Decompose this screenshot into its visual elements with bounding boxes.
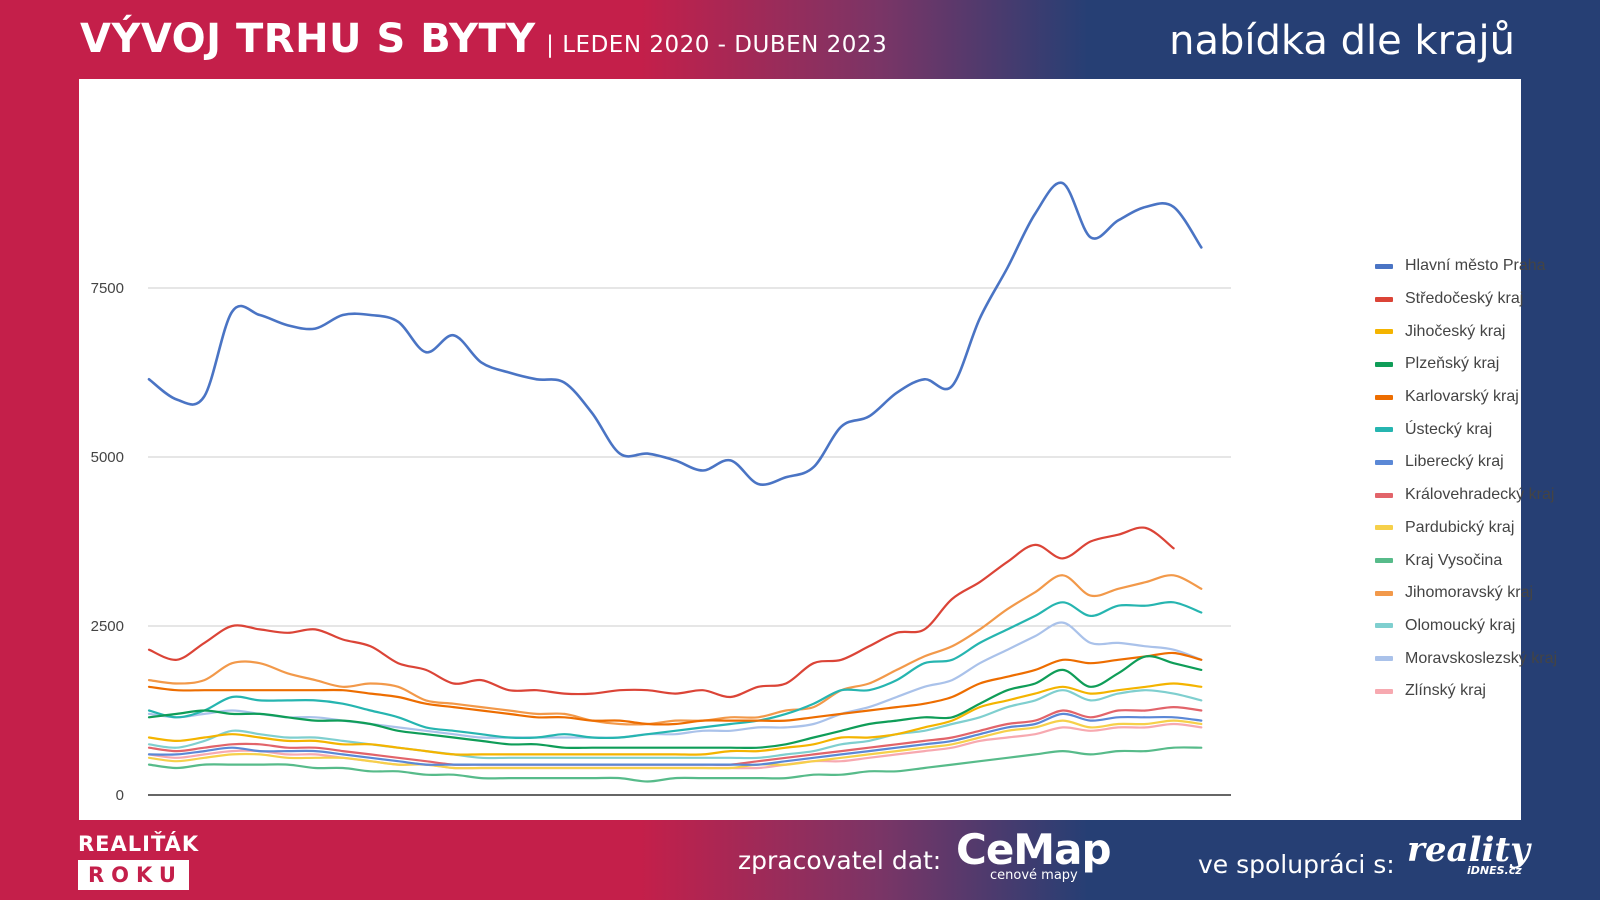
legend-item: Jihočeský kraj — [1375, 315, 1557, 348]
title-main: VÝVOJ TRHU S BYTY — [80, 16, 536, 62]
brand-box: ROKU — [78, 860, 189, 890]
legend-item: Jihomoravský kraj — [1375, 577, 1557, 610]
y-tick-label: 2500 — [91, 618, 124, 635]
legend-item: Moravskoslezský kraj — [1375, 642, 1557, 675]
legend-label: Zlínský kraj — [1405, 682, 1486, 700]
legend-label: Moravskoslezský kraj — [1405, 649, 1558, 667]
legend-item: Pardubický kraj — [1375, 512, 1557, 545]
realitak-roku-logo: REALIŤÁK ROKU — [78, 832, 199, 890]
legend-swatch — [1375, 361, 1393, 367]
series-line-2 — [147, 682, 1203, 756]
legend-label: Olomoucký kraj — [1405, 616, 1516, 634]
legend-swatch — [1375, 394, 1393, 400]
legend-label: Pardubický kraj — [1405, 518, 1515, 536]
legend-label: Plzeňský kraj — [1405, 355, 1500, 373]
y-tick-label: 5000 — [91, 449, 124, 466]
series-line-10 — [147, 574, 1203, 726]
cemap-name: CeMap — [956, 825, 1112, 874]
legend-label: Jihočeský kraj — [1405, 322, 1506, 340]
series-line-1 — [147, 526, 1175, 699]
cemap-logo: CeMap cenové mapy — [956, 825, 1112, 884]
series-line-6 — [147, 712, 1203, 766]
series-line-11 — [147, 689, 1203, 760]
series-line-0 — [147, 181, 1203, 486]
legend-item: Hlavní město Praha — [1375, 250, 1557, 283]
legend-label: Kraj Vysočina — [1405, 551, 1503, 569]
legend-label: Jihomoravský kraj — [1405, 584, 1534, 602]
legend-item: Středočeský kraj — [1375, 283, 1557, 316]
series-line-5 — [147, 601, 1203, 740]
brand-top: REALIŤÁK — [78, 832, 200, 856]
legend-swatch — [1375, 329, 1393, 335]
legend-label: Liberecký kraj — [1405, 453, 1504, 471]
y-tick-label: 7500 — [91, 280, 124, 297]
legend-item: Královehradecký kraj — [1375, 479, 1557, 512]
legend-swatch — [1375, 590, 1393, 596]
legend-swatch — [1375, 688, 1393, 694]
legend-swatch — [1375, 656, 1393, 662]
legend-item: Ústecký kraj — [1375, 413, 1557, 446]
series-line-12 — [147, 621, 1203, 739]
legend-swatch — [1375, 525, 1393, 531]
series-line-3 — [147, 655, 1203, 750]
legend-item: Zlínský kraj — [1375, 675, 1557, 708]
legend-swatch — [1375, 459, 1393, 465]
legend-item: Olomoucký kraj — [1375, 610, 1557, 643]
y-tick-label: 0 — [116, 787, 124, 804]
legend-item: Plzeňský kraj — [1375, 348, 1557, 381]
legend-label: Ústecký kraj — [1405, 420, 1493, 438]
legend-label: Karlovarský kraj — [1405, 388, 1519, 406]
legend-label: Královehradecký kraj — [1405, 486, 1555, 504]
legend-swatch — [1375, 623, 1393, 629]
legend-swatch — [1375, 296, 1393, 302]
legend-item: Liberecký kraj — [1375, 446, 1557, 479]
reality-name: reality — [1407, 830, 1530, 870]
title-period: | LEDEN 2020 - DUBEN 2023 — [546, 32, 888, 58]
reality-idnes-logo: reality iDNES.cz — [1407, 832, 1530, 877]
legend-label: Hlavní město Praha — [1405, 257, 1546, 275]
series-line-4 — [147, 651, 1203, 726]
credit-label: zpracovatel dat: — [738, 846, 942, 875]
cooperation-label: ve spolupráci s: — [1198, 850, 1395, 879]
chart-legend: Hlavní město Praha Středočeský kraj Jihoče… — [1375, 250, 1557, 708]
series-line-7 — [147, 706, 1203, 766]
legend-swatch — [1375, 558, 1393, 564]
legend-item: Kraj Vysočina — [1375, 544, 1557, 577]
legend-item: Karlovarský kraj — [1375, 381, 1557, 414]
series-line-9 — [147, 746, 1203, 783]
chart-title: VÝVOJ TRHU S BYTY | LEDEN 2020 - DUBEN 2… — [80, 16, 887, 62]
cemap-subtitle: cenové mapy — [990, 868, 1078, 883]
title-right: nabídka dle krajů — [1169, 18, 1515, 64]
series-line-8 — [147, 719, 1203, 770]
legend-swatch — [1375, 263, 1393, 269]
reality-subtitle: iDNES.cz — [1467, 864, 1522, 877]
chart-panel: 0 2500 5000 7500 Hlavní město Praha Středoče… — [79, 79, 1557, 820]
legend-swatch — [1375, 492, 1393, 498]
legend-swatch — [1375, 427, 1393, 433]
legend-label: Středočeský kraj — [1405, 290, 1524, 308]
line-chart: 0 2500 5000 7500 — [91, 181, 1231, 804]
